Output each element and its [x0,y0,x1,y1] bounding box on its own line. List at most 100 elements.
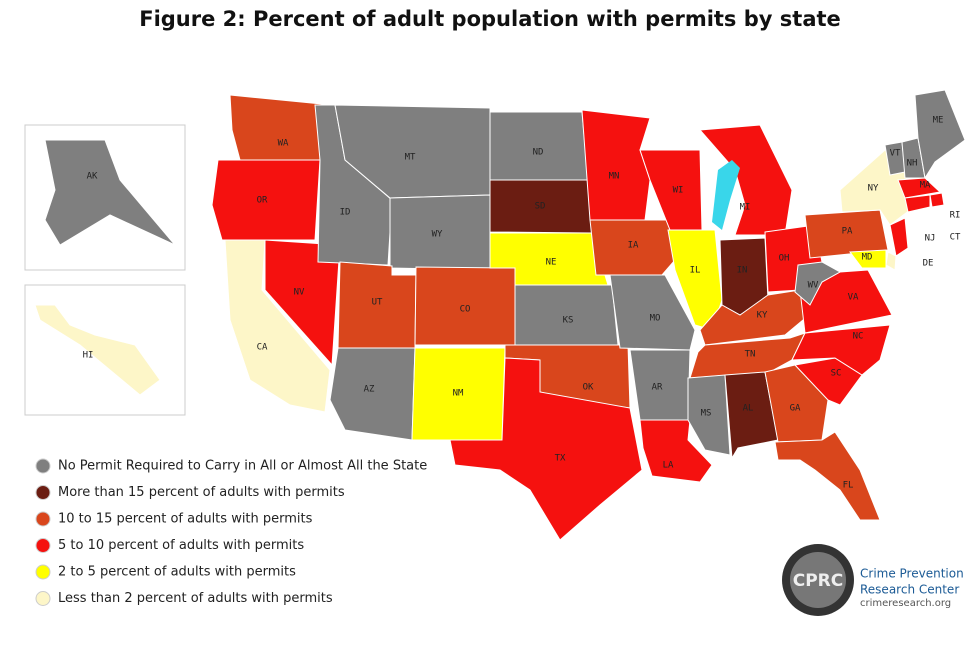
state-label: NE [546,258,557,268]
state [589,219,676,276]
state [34,304,161,396]
state-label: MI [740,203,751,213]
state-label: WI [673,186,684,196]
state [885,251,897,271]
alaska-inset [24,124,186,271]
state-label: MD [862,253,873,263]
state-label: IN [737,266,748,276]
state-label: IL [690,266,701,276]
title: Figure 2: Percent of adult population wi… [139,7,841,31]
state-label: UT [372,298,383,308]
state-label: GA [790,404,801,414]
legend-text: 2 to 5 percent of adults with permits [58,565,296,580]
state-label: IA [628,241,639,251]
state-label: NY [868,184,879,194]
state-label: KS [563,316,574,326]
state [449,357,643,541]
state-label: TX [555,454,566,464]
state-label: VT [890,149,901,159]
state [929,192,945,208]
logo-line1: Crime Prevention [860,567,964,581]
state-label: AL [743,404,754,414]
state-label: NV [294,288,305,298]
state-label: AK [87,172,98,182]
state-label: SD [535,202,546,212]
legend-swatch [35,485,51,500]
state [329,347,416,441]
state-label: HI [83,351,94,361]
state-label: WV [808,281,819,291]
state [687,374,731,456]
state-label: NM [453,389,464,399]
logo-url: crimeresearch.org [860,598,951,609]
lake-michigan [712,160,740,230]
state-label: KY [757,311,768,321]
state [639,149,703,231]
state-label: NJ [925,234,936,244]
state-label: WY [432,230,443,240]
state [914,89,966,180]
state [489,111,589,181]
state [904,194,931,213]
state [793,357,863,406]
state-label: CA [257,343,268,353]
state [724,371,779,460]
state [581,109,651,221]
legend-swatch [35,458,51,474]
legend-swatch [35,591,51,606]
state-label: NC [853,332,864,342]
legend-text: More than 15 percent of adults with perm… [58,485,345,500]
state-label: ID [340,208,351,218]
state-label: OR [257,196,268,206]
state [849,249,887,269]
state-label: RI [950,211,961,221]
logo-mark: CPRC [793,571,844,591]
state-label: CT [950,233,961,243]
state [689,332,806,379]
legend-text: No Permit Required to Carry in All or Al… [58,459,427,474]
state-label: MN [609,172,620,182]
logo-inner [790,552,846,608]
state-label: ME [933,116,944,126]
state [774,431,881,521]
state-label: FL [843,481,854,491]
state-label: AZ [364,385,375,395]
state-label: LA [663,461,674,471]
state-label: WA [278,139,289,149]
state-label: NH [907,159,918,169]
state-label: PA [842,227,853,237]
state-label: VA [848,293,859,303]
state [897,177,942,199]
state [44,139,176,246]
legend-swatch [35,538,51,553]
state-label: AR [652,383,663,393]
state-label: TN [745,350,756,360]
logo: CPRC Crime Prevention Research Center cr… [782,544,964,616]
legend-text: 5 to 10 percent of adults with permits [58,538,304,553]
state [609,274,696,351]
state-label: CO [460,305,471,315]
state-label: MA [920,181,931,191]
legend-text: 10 to 15 percent of adults with permits [58,512,313,527]
state-label: OH [779,254,790,264]
state-label: SC [831,369,842,379]
legend: No Permit Required to Carry in All or Al… [35,458,427,606]
legend-text: Less than 2 percent of adults with permi… [58,591,333,606]
state [889,217,909,257]
legend-swatch [35,564,51,580]
hawaii-inset [24,284,186,416]
state-label: MS [701,409,712,419]
state [794,261,842,306]
state [264,239,341,367]
logo-line2: Research Center [860,583,959,597]
state [764,364,829,443]
state-label: OK [583,383,594,393]
state [224,239,331,413]
state-label: MO [650,314,661,324]
state-label: MT [405,153,416,163]
state-label: DE [923,259,934,269]
state-label: ND [533,148,544,158]
legend-swatch [35,511,51,527]
